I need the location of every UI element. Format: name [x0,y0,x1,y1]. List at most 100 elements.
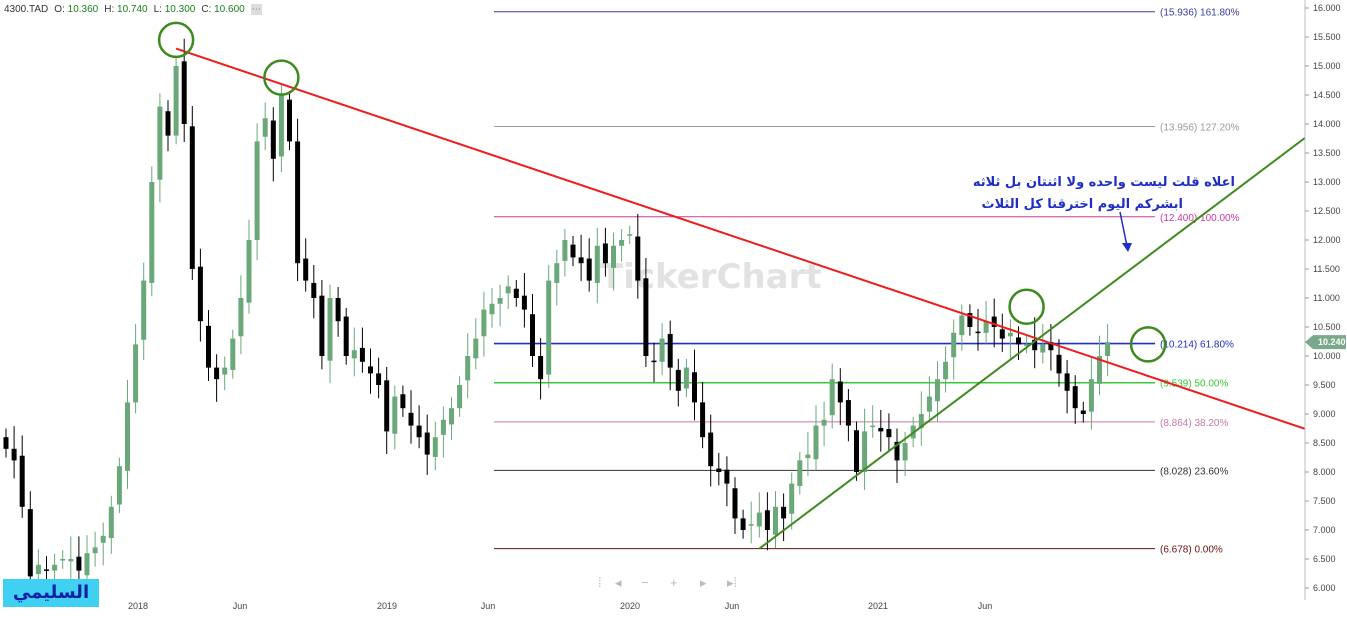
candle-body [278,95,284,157]
navigation-bar[interactable]: ⁞ ◂ − + ▸ ▸⁞ [598,575,737,590]
y-tick-label: 8.000 [1313,467,1336,477]
candle-body [400,394,406,409]
symbol-label: 4300.TAD [4,4,49,15]
candle-body [756,512,762,527]
x-tick-label: Jun [481,601,496,611]
candle-body [440,419,446,435]
candle-body [465,356,471,381]
candle-body [165,111,171,136]
candle-body [878,427,884,432]
candle-body [837,381,843,403]
candle-body [3,437,9,449]
candle-body [619,240,625,246]
candle-body [230,338,236,370]
candle-body [862,431,868,472]
candle-body [918,414,924,428]
nav-start-icon[interactable]: ⁞ [598,575,602,590]
candle-body [748,524,754,526]
highlight-circles [157,21,1167,363]
candle-body [108,506,114,539]
y-tick-label: 8.500 [1313,438,1336,448]
candle-body [894,441,900,461]
candle-body [351,350,357,359]
trendline [175,47,1306,430]
open-value: 10.360 [67,4,99,15]
candle-body [1064,373,1070,391]
high-label: H: [104,4,115,15]
candle-body [967,313,973,327]
candle-body [222,367,228,375]
x-axis: 2018 Jun 2019 Jun 2020 Jun 2021 Jun [128,601,992,611]
nav-end-icon[interactable]: ▸⁞ [727,575,737,590]
candle-body [76,556,82,571]
candle-body [943,361,949,380]
candle-body [457,385,463,409]
candle-body [764,510,770,530]
fib-label: (15.936) 161.80% [1160,8,1240,19]
candle-body [359,347,365,362]
candle-body [416,425,422,438]
fib-label: (8.864) 38.20% [1160,418,1228,429]
candle-body [1016,337,1021,345]
candle-body [100,535,106,543]
candle-body [84,553,90,576]
fib-label: (13.956) 127.20% [1160,123,1240,134]
candle-body [951,332,957,358]
candle-body [44,569,49,571]
candle-body [505,286,511,294]
candle-body [19,455,25,507]
y-tick-label: 10.000 [1313,351,1341,361]
candle-body [141,280,147,340]
candle-body [724,469,730,484]
candle-body [773,506,778,535]
candle-body [133,344,139,403]
y-tick-label: 16.000 [1313,3,1341,13]
gear-icon[interactable]: ⋯ [250,4,262,15]
nav-back-icon[interactable]: ◂ [615,575,622,590]
candle-body [35,564,41,575]
close-label: C: [201,4,212,15]
open-label: O: [54,4,65,15]
candle-body [197,266,203,322]
watermark-text: TickerChart [600,257,822,297]
candle-body [797,460,803,486]
fib-label: (8.028) 23.60% [1160,466,1228,477]
zoom-out-icon[interactable]: − [641,575,649,590]
x-tick-label: Jun [978,601,993,611]
trendline [758,137,1306,550]
nav-forward-icon[interactable]: ▸ [700,575,707,590]
candle-body [926,396,932,412]
y-tick-label: 9.500 [1313,380,1336,390]
highlight-circle [157,21,195,59]
candle-body [384,380,390,432]
candle-body [1024,344,1030,346]
candle-body [206,325,211,368]
y-axis: 6.000 6.500 7.000 7.500 8.000 8.500 9.000 9.500… [1305,3,1341,593]
candle-body [408,412,414,426]
y-tick-label: 6.500 [1313,554,1336,564]
y-tick-label: 15.000 [1313,61,1341,71]
candle-body [327,298,333,361]
candle-body [116,466,122,505]
candle-body [432,437,438,457]
high-value: 10.740 [117,4,148,15]
candle-body [513,288,519,298]
candle-body [214,367,220,380]
candle-body [829,379,835,416]
y-tick-label: 13.000 [1313,177,1341,187]
candle-body [149,182,155,283]
candle-body [578,257,584,264]
candle-body [1088,379,1094,412]
candle-body [554,263,560,283]
arrow-head-icon [1122,243,1132,252]
candle-body [125,402,130,471]
candle-body [1072,386,1078,409]
candle-body [319,295,325,356]
x-tick-label: Jun [233,601,248,611]
candle-body [11,448,17,461]
trendlines [175,47,1306,550]
y-tick-label: 12.500 [1313,206,1341,216]
zoom-in-icon[interactable]: + [670,575,678,590]
candle-body [692,372,697,403]
